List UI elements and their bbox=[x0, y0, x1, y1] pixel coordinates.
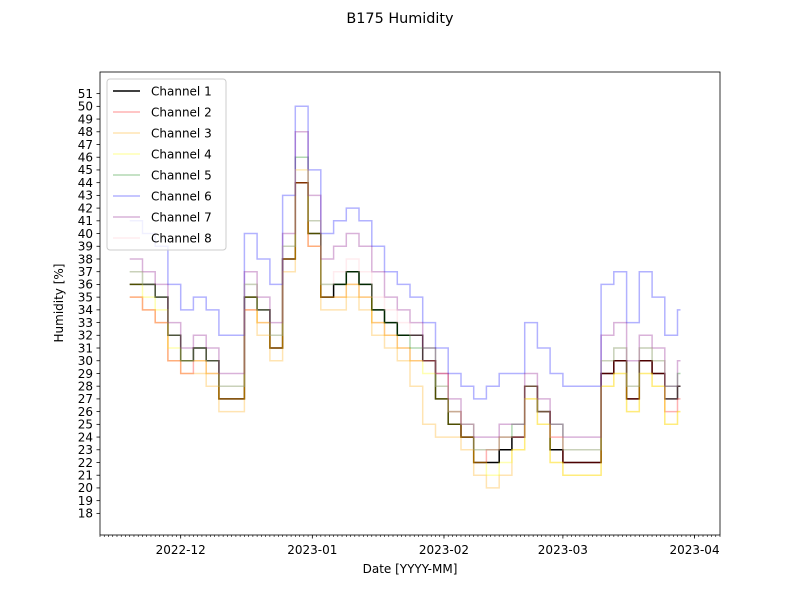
series-line-6 bbox=[129, 105, 681, 400]
series-line-7 bbox=[129, 131, 681, 438]
y-tick-label: 21 bbox=[78, 469, 93, 483]
y-tick-label: 20 bbox=[78, 481, 93, 495]
legend-label-4: Channel 4 bbox=[151, 147, 212, 161]
y-tick-label: 47 bbox=[78, 138, 93, 152]
y-tick-label: 32 bbox=[78, 329, 93, 343]
y-tick-label: 46 bbox=[78, 151, 93, 165]
x-tick-label: 2023-03 bbox=[538, 543, 588, 557]
x-tick-label: 2023-04 bbox=[669, 543, 719, 557]
y-tick-label: 49 bbox=[78, 112, 93, 126]
y-tick-label: 25 bbox=[78, 418, 93, 432]
x-axis: 2022-12 2023-01 2023-02 2023-03 2023-04 bbox=[99, 535, 721, 557]
y-tick-label: 41 bbox=[78, 214, 93, 228]
y-tick-label: 50 bbox=[78, 100, 93, 114]
y-axis-label: Humidity [%] bbox=[52, 264, 66, 343]
legend-box bbox=[106, 78, 227, 251]
y-tick-label: 31 bbox=[78, 341, 93, 355]
legend-label-1: Channel 1 bbox=[151, 84, 212, 98]
series-line-1 bbox=[129, 181, 681, 464]
y-tick-label: 37 bbox=[78, 265, 93, 279]
legend-label-8: Channel 8 bbox=[151, 231, 212, 245]
x-tick-label: 2023-02 bbox=[419, 543, 469, 557]
y-tick-label: 34 bbox=[78, 303, 93, 317]
legend-label-2: Channel 2 bbox=[151, 105, 212, 119]
y-axis: 1819202122232425262728293031323334353637… bbox=[78, 87, 100, 521]
y-tick-label: 43 bbox=[78, 189, 93, 203]
series-line-3 bbox=[129, 181, 681, 489]
series-line-2 bbox=[129, 181, 681, 464]
legend-label-5: Channel 5 bbox=[151, 168, 212, 182]
y-tick-label: 33 bbox=[78, 316, 93, 330]
series-line-4 bbox=[129, 169, 681, 476]
y-tick-label: 23 bbox=[78, 443, 93, 457]
series-line-5 bbox=[129, 156, 681, 451]
y-tick-label: 29 bbox=[78, 367, 93, 381]
y-tick-label: 22 bbox=[78, 456, 93, 470]
y-tick-label: 45 bbox=[78, 163, 93, 177]
series-line-8 bbox=[129, 169, 681, 451]
y-tick-label: 28 bbox=[78, 379, 93, 393]
x-tick-label: 2023-01 bbox=[287, 543, 337, 557]
y-tick-label: 30 bbox=[78, 354, 93, 368]
legend-label-3: Channel 3 bbox=[151, 126, 212, 140]
y-tick-label: 42 bbox=[78, 201, 93, 215]
y-tick-label: 18 bbox=[78, 507, 93, 521]
legend-label-7: Channel 7 bbox=[151, 210, 212, 224]
legend-label-6: Channel 6 bbox=[151, 189, 212, 203]
legend: Channel 1 Channel 2 Channel 3 Channel 4 Chan… bbox=[106, 78, 227, 251]
y-tick-label: 26 bbox=[78, 405, 93, 419]
y-tick-label: 51 bbox=[78, 87, 93, 101]
y-tick-label: 19 bbox=[78, 494, 93, 508]
y-tick-label: 27 bbox=[78, 392, 93, 406]
y-tick-label: 38 bbox=[78, 252, 93, 266]
series-layer bbox=[129, 105, 681, 489]
y-tick-label: 36 bbox=[78, 278, 93, 292]
y-tick-label: 40 bbox=[78, 227, 93, 241]
y-tick-label: 35 bbox=[78, 290, 93, 304]
chart-title: B175 Humidity bbox=[346, 11, 454, 27]
x-axis-label: Date [YYYY-MM] bbox=[363, 562, 458, 576]
x-tick-label: 2022-12 bbox=[156, 543, 206, 557]
y-tick-label: 24 bbox=[78, 430, 93, 444]
y-tick-label: 44 bbox=[78, 176, 93, 190]
y-tick-label: 39 bbox=[78, 240, 93, 254]
y-tick-label: 48 bbox=[78, 125, 93, 139]
